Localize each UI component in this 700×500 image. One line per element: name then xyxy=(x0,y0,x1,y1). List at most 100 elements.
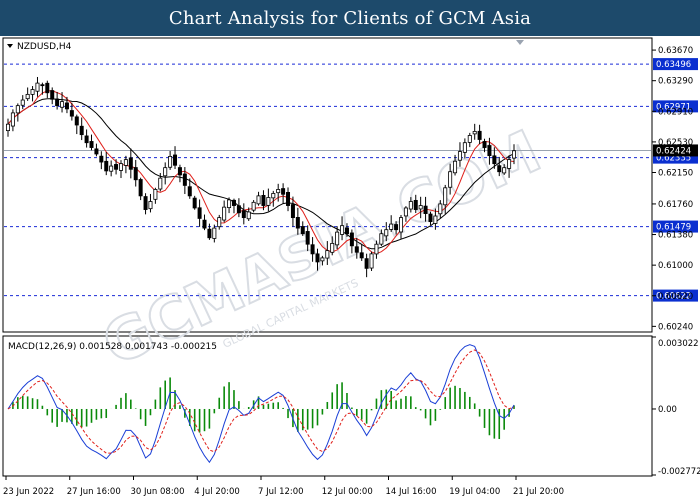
level-price-tag xyxy=(653,220,698,233)
candle-body xyxy=(94,148,99,155)
symbol-label: NZDUSD,H4 xyxy=(17,42,72,52)
candle-body xyxy=(197,207,202,219)
candle-body xyxy=(271,193,276,199)
candle-body xyxy=(266,197,271,206)
chart-area[interactable]: GCMASIA.COM GLOBAL CAPITAL MARKETS 0.634… xyxy=(0,36,700,500)
candle-body xyxy=(15,105,20,114)
candle-body xyxy=(153,189,158,200)
candle-body xyxy=(408,201,413,210)
candle-body xyxy=(320,257,325,262)
macd-tick-label: 0.003022 xyxy=(658,339,699,349)
price-panel[interactable] xyxy=(2,37,653,333)
price-tick-label: 0.62530 xyxy=(658,138,693,148)
time-tick-label: 7 Jul 12:00 xyxy=(258,487,304,497)
candle-body xyxy=(286,191,291,206)
macd-tick-label: -0.002772 xyxy=(658,467,700,477)
candle-body xyxy=(231,199,236,206)
time-tick-label: 14 Jul 16:00 xyxy=(386,487,437,497)
candle-body xyxy=(462,142,467,153)
candle-body xyxy=(256,195,261,205)
candle-body xyxy=(177,167,182,176)
price-tick-label: 0.63290 xyxy=(658,77,693,87)
candle-body xyxy=(99,155,104,163)
banner-title: Chart Analysis for Clients of GCM Asia xyxy=(168,7,532,29)
candle-body xyxy=(114,164,119,170)
symbol-dropdown-icon[interactable] xyxy=(7,44,13,48)
candle-body xyxy=(374,243,379,255)
candle-body xyxy=(35,82,40,92)
candle-body xyxy=(418,205,423,210)
candle-body xyxy=(74,116,79,126)
candle-body xyxy=(413,199,418,210)
candle-body xyxy=(69,110,74,117)
candle-body xyxy=(79,125,84,136)
candle-body xyxy=(148,201,153,210)
candle-body xyxy=(423,205,428,214)
candle-body xyxy=(261,194,266,206)
candle-body xyxy=(290,204,295,219)
candlesticks xyxy=(6,76,517,278)
price-tick-label: 0.61380 xyxy=(658,231,693,241)
candle-body xyxy=(227,199,232,209)
title-banner: Chart Analysis for Clients of GCM Asia xyxy=(0,0,700,36)
candle-body xyxy=(492,155,497,165)
candle-body xyxy=(433,215,438,224)
candle-body xyxy=(118,163,123,171)
current-price-label: 0.62424 xyxy=(656,146,691,156)
candle-body xyxy=(217,217,222,228)
candle-body xyxy=(138,179,143,197)
candle-body xyxy=(457,151,462,161)
candle-body xyxy=(241,210,246,219)
candle-body xyxy=(182,173,187,186)
candle-body xyxy=(207,228,212,239)
candle-body xyxy=(10,112,15,127)
price-tick-label: 0.60620 xyxy=(658,292,693,302)
macd-tick-label: 0.00 xyxy=(658,405,677,415)
candle-body xyxy=(192,197,197,209)
price-tick-label: 0.61760 xyxy=(658,200,693,210)
candle-body xyxy=(305,231,310,245)
candle-body xyxy=(128,157,133,170)
level-price-label: 0.61479 xyxy=(656,223,691,233)
candle-body xyxy=(403,207,408,217)
chart-shift-marker[interactable] xyxy=(516,40,524,45)
candle-body xyxy=(104,160,109,172)
candle-body xyxy=(364,258,369,269)
candle-body xyxy=(310,244,315,255)
candle-body xyxy=(389,223,394,230)
candle-body xyxy=(330,242,335,253)
time-axis: 23 Jun 2022 27 Jun 16:00 30 Jun 08:00 4 Jul… xyxy=(3,476,564,497)
level-price-tag xyxy=(653,58,698,71)
level-price-label: 0.63496 xyxy=(656,60,691,70)
candle-body xyxy=(281,188,286,195)
candle-body xyxy=(222,206,227,221)
candle-body xyxy=(89,141,94,148)
current-price-tag xyxy=(653,144,698,157)
candle-body xyxy=(497,165,502,173)
candle-body xyxy=(173,154,178,166)
moving-averages xyxy=(7,90,515,255)
candle-body xyxy=(133,167,138,181)
candle-body xyxy=(354,246,359,253)
candle-body xyxy=(369,253,374,269)
candle-body xyxy=(20,99,25,106)
candle-body xyxy=(246,211,251,220)
level-price-label: 0.62335 xyxy=(656,154,691,164)
macd-label: MACD(12,26,9) 0.001528 0.001743 -0.00021… xyxy=(8,342,217,352)
candle-body xyxy=(349,232,354,247)
candle-body xyxy=(428,213,433,223)
candle-body xyxy=(394,224,399,231)
candle-body xyxy=(467,135,472,143)
candle-body xyxy=(507,159,512,169)
candle-body xyxy=(512,150,517,159)
candle-body xyxy=(60,101,65,108)
time-tick-label: 12 Jul 00:00 xyxy=(322,487,373,497)
macd-main-line xyxy=(7,344,515,464)
candle-body xyxy=(438,203,443,215)
level-price-tag xyxy=(653,289,698,302)
time-tick-label: 4 Jul 20:00 xyxy=(194,487,240,497)
candle-body xyxy=(187,186,192,197)
candle-body xyxy=(325,250,330,259)
candle-body xyxy=(158,177,163,190)
candle-body xyxy=(40,84,45,87)
